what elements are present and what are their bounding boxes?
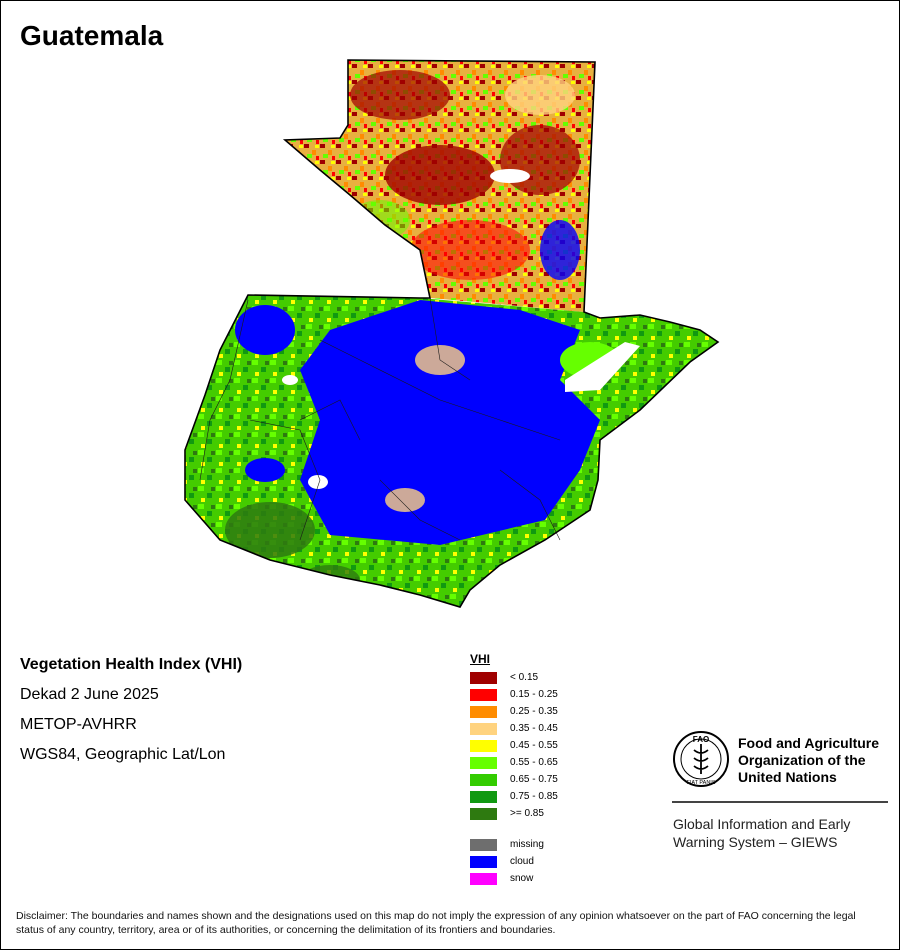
legend-item: cloud — [470, 854, 610, 871]
legend-swatch — [470, 672, 497, 684]
disclaimer: Disclaimer: The boundaries and names sho… — [16, 910, 856, 936]
giews-line: Global Information and Early — [673, 816, 851, 832]
giews-label: Global Information and Early Warning Sys… — [673, 815, 888, 851]
legend-item: 0.75 - 0.85 — [470, 789, 610, 806]
giews-line: Warning System – GIEWS — [673, 834, 838, 850]
legend-label: 0.35 - 0.45 — [510, 723, 558, 734]
legend-label: 0.75 - 0.85 — [510, 791, 558, 802]
legend-swatch — [470, 873, 497, 885]
dekad-label: Dekad 2 June 2025 — [20, 686, 159, 703]
org-divider — [672, 801, 888, 803]
product-name: Vegetation Health Index (VHI) — [20, 656, 243, 673]
projection-label: WGS84, Geographic Lat/Lon — [20, 746, 226, 763]
sensor-label: METOP-AVHRR — [20, 716, 137, 733]
org-name-line: United Nations — [738, 769, 837, 785]
peten-vhi-layer — [285, 60, 595, 312]
legend-swatch — [470, 808, 497, 820]
legend-item: 0.65 - 0.75 — [470, 772, 610, 789]
legend-item: < 0.15 — [470, 670, 610, 687]
legend-label: snow — [510, 873, 534, 884]
legend-label: < 0.15 — [510, 672, 539, 683]
map-title: Guatemala — [20, 20, 164, 51]
legend-item: 0.25 - 0.35 — [470, 704, 610, 721]
legend-label: >= 0.85 — [510, 808, 544, 819]
org-name-line: Organization of the — [738, 752, 866, 768]
legend-swatch — [470, 774, 497, 786]
fao-logo-icon: FAO FIAT PANIS — [673, 731, 729, 787]
legend-swatch — [470, 706, 497, 718]
legend-item: >= 0.85 — [470, 806, 610, 823]
org-name-line: Food and Agriculture — [738, 735, 880, 751]
department-boundaries — [199, 297, 561, 541]
fao-logo-motto: FIAT PANIS — [686, 780, 715, 786]
legend-item: snow — [470, 871, 610, 888]
legend-item: 0.35 - 0.45 — [470, 721, 610, 738]
legend-swatch — [470, 723, 497, 735]
legend-item: 0.55 - 0.65 — [470, 755, 610, 772]
legend-label: 0.65 - 0.75 — [510, 774, 558, 785]
legend-label: missing — [510, 839, 544, 850]
legend-swatch — [470, 740, 497, 752]
legend-swatch — [470, 757, 497, 769]
legend-title: VHI — [470, 652, 491, 666]
legend-item: 0.45 - 0.55 — [470, 738, 610, 755]
highlands-vhi-layer — [185, 295, 718, 607]
legend-item: missing — [470, 837, 610, 854]
legend-item: 0.15 - 0.25 — [470, 687, 610, 704]
legend-label: 0.15 - 0.25 — [510, 689, 558, 700]
legend-label: 0.25 - 0.35 — [510, 706, 558, 717]
legend-label: cloud — [510, 856, 534, 867]
legend-label: 0.45 - 0.55 — [510, 740, 558, 751]
legend-swatch — [470, 839, 497, 851]
country-outline — [184, 59, 720, 608]
vhi-legend: VHI < 0.15 0.15 - 0.25 0.25 - 0.35 0.35 - 0… — [470, 652, 610, 888]
legend-swatch — [470, 689, 497, 701]
legend-swatch — [470, 856, 497, 868]
fao-logo-text: FAO — [693, 735, 709, 744]
legend-swatch — [470, 791, 497, 803]
legend-label: 0.55 - 0.65 — [510, 757, 558, 768]
country-map — [184, 59, 720, 608]
organization-name: Food and Agriculture Organization of the… — [738, 735, 888, 786]
